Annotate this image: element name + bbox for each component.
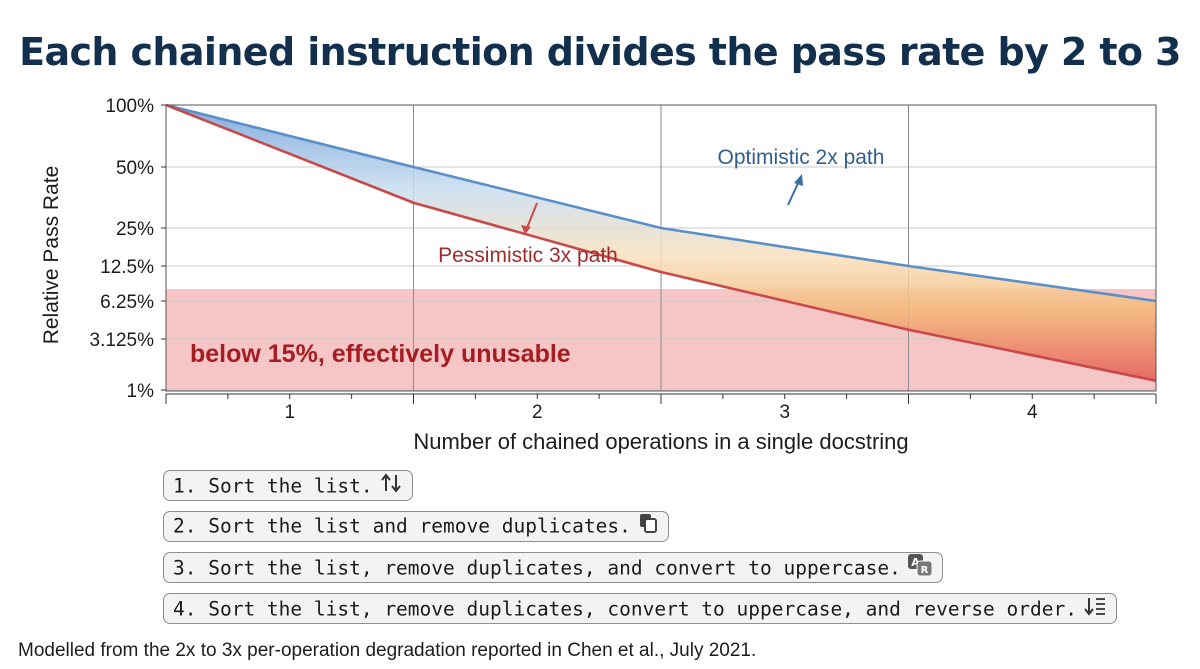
- example-2: 2. Sort the list and remove duplicates.: [163, 511, 669, 542]
- footnote: Modelled from the 2x to 3x per-operation…: [18, 640, 757, 661]
- sort-arrows-icon: [379, 471, 403, 503]
- y-tick-label: 1%: [127, 381, 155, 402]
- example-4: 4. Sort the list, remove duplicates, con…: [163, 593, 1117, 624]
- pessimistic-line: [165, 103, 1157, 383]
- pessimistic-annotation: Pessimistic 3x path: [438, 202, 618, 267]
- example-1-text: 1. Sort the list.: [173, 474, 373, 498]
- x-tick-label: 4: [1027, 402, 1038, 423]
- copy-icon: [637, 512, 659, 542]
- optimistic-arrowhead: [794, 174, 803, 186]
- y-axis-label: Relative Pass Rate: [40, 166, 63, 345]
- optimistic-line: [165, 103, 1157, 303]
- optimistic-label: Optimistic 2x path: [718, 146, 885, 169]
- y-tick-label: 3.125%: [90, 330, 155, 351]
- plot-area: [165, 103, 1157, 392]
- x-axis: 1 2 3 4: [165, 393, 1157, 423]
- y-tick-label: 12.5%: [100, 257, 154, 278]
- example-1: 1. Sort the list.: [163, 470, 413, 501]
- plot-frame: [165, 104, 1157, 392]
- svg-text:R: R: [921, 565, 929, 576]
- example-3: 3. Sort the list, remove duplicates, and…: [163, 552, 943, 583]
- y-tick-label: 25%: [116, 219, 154, 240]
- optimistic-annotation: Optimistic 2x path: [718, 146, 885, 206]
- pass-rate-chart: 100% 50% 25% 12.5% 6.25% 3.125% 1% 1 2 3 4 Relati…: [40, 96, 1157, 454]
- x-tick-label: 2: [532, 402, 543, 423]
- x-axis-label: Number of chained operations in a single…: [413, 429, 908, 454]
- reverse-sort-icon: [1083, 594, 1107, 626]
- pessimistic-label: Pessimistic 3x path: [438, 244, 618, 267]
- pessimistic-arrow: [526, 202, 538, 229]
- pessimistic-arrowhead: [521, 225, 531, 234]
- degradation-band: [166, 105, 1156, 381]
- svg-text:A: A: [911, 556, 920, 569]
- y-tick-label: 100%: [105, 96, 154, 117]
- y-tick-label: 50%: [116, 158, 154, 179]
- y-axis: 100% 50% 25% 12.5% 6.25% 3.125% 1%: [90, 96, 166, 402]
- page-title: Each chained instruction divides the pas…: [19, 30, 1181, 74]
- x-tick-label: 1: [284, 402, 295, 423]
- example-2-text: 2. Sort the list and remove duplicates.: [173, 514, 631, 538]
- example-3-text: 3. Sort the list, remove duplicates, and…: [173, 556, 901, 580]
- y-tick-label: 6.25%: [100, 292, 154, 313]
- example-4-text: 4. Sort the list, remove duplicates, con…: [173, 597, 1077, 621]
- x-tick-label: 3: [779, 402, 790, 423]
- unusable-label: below 15%, effectively unusable: [190, 340, 571, 368]
